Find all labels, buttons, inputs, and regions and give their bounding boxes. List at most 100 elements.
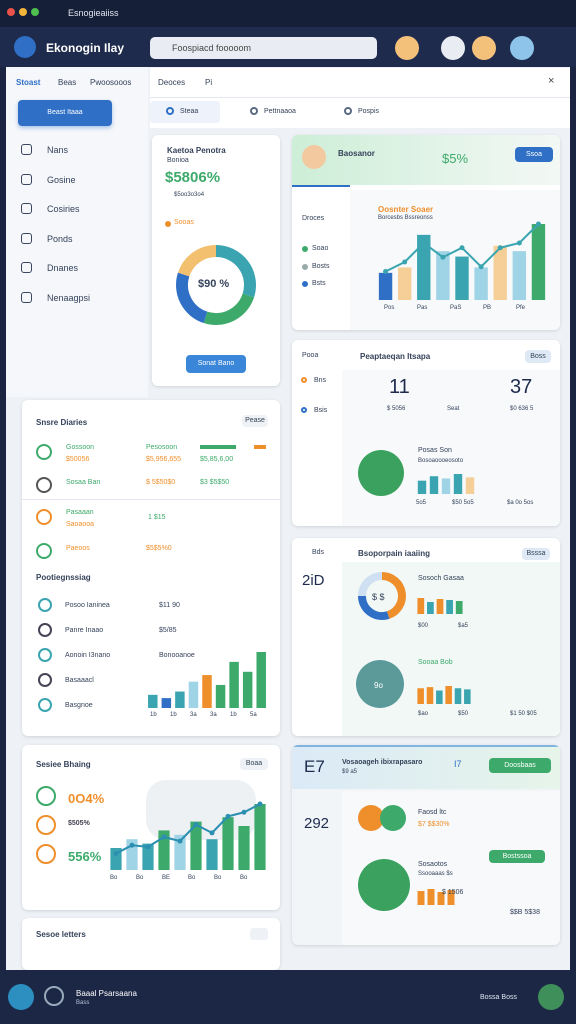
bar [417,598,425,614]
button[interactable]: Boss [525,350,551,363]
icon [166,107,174,115]
row-text: $5$5%0 [146,545,172,552]
button[interactable]: Doosbaas [489,758,551,773]
tab-selected [150,101,220,123]
bar-chart [417,889,455,905]
nav-item[interactable]: Gosine [47,174,76,185]
bar [426,687,434,704]
button[interactable]: Bostssoa [489,850,545,863]
nav-icon [21,291,32,303]
bar [417,688,424,704]
x-tick-label: 3a [190,712,197,718]
bar [110,848,122,870]
panel-tab[interactable]: Pi [205,78,213,87]
bar [436,690,443,704]
icon-label: 9o [374,681,383,690]
row-text: Pesosoon [146,444,178,451]
trend-point [241,809,247,815]
icon [36,815,56,835]
row-text: $ 5$50$0 [146,479,176,486]
x-tick-label: Bo [188,875,196,881]
legend-label: Bsts [312,280,326,287]
bar [378,272,393,300]
bar [474,267,488,300]
close-icon: × [548,75,555,87]
button[interactable]: Sonat Bano [186,355,246,373]
card-title: Vosaoageh ibixrapasaro [342,759,423,766]
underline [292,185,350,187]
footer-status[interactable]: Bossa Boss [480,994,517,1001]
trend-point [113,851,119,856]
sub-title: Sooaa Bob [418,659,453,666]
button[interactable]: Ssoa [515,147,553,162]
button[interactable]: Boaa [240,758,268,770]
donut-segment [177,245,217,277]
bar [455,256,469,300]
bar-chart [417,598,463,614]
x-tick-label: PaS [450,305,462,311]
icon [301,377,307,383]
nav-item[interactable]: Dnanes [47,263,79,273]
item-text: Basaaacl [65,677,94,684]
trend-point [145,844,151,850]
search-box[interactable]: Foospiacd fooooom [150,37,377,59]
item-text: $11 90 [159,602,180,609]
nav-item[interactable]: Nenaagpsi [47,292,91,303]
nav-icon [21,144,32,155]
sidebar-tab[interactable]: Stoast [16,78,41,87]
x-tick-label: Bo [136,875,144,881]
summary-card: Kaetoa Penotra Bonioa $5806% $5oo3o3o4 Sooas… [152,135,280,386]
stat-value: 37 [510,376,533,398]
bar [417,234,431,300]
divider [150,97,570,98]
header-avatar [395,36,419,60]
card-tag: I7 [454,759,462,769]
panel-subtab[interactable]: Steaa [180,108,199,115]
icon [38,598,52,612]
bar [254,804,266,870]
brand: Ekonogin Ilay [46,41,125,55]
trend-point [535,221,541,227]
window-title: Esnogieaiiss [68,8,119,18]
card-value: $5806% [165,169,221,186]
nav-item[interactable]: Cosiries [47,204,80,214]
legend-label: Bsis [314,407,328,414]
x-tick-label: 1b [230,712,237,718]
bar [447,890,455,905]
panel-subtab[interactable]: Pospis [358,108,380,115]
bar [202,675,212,708]
legend-label: Bns [314,377,327,384]
nav-item[interactable]: Nans [47,145,69,155]
sub-value: $7 $$30% [418,821,450,828]
button[interactable]: Bsssa [522,548,550,560]
sales-value: $505% [68,820,90,827]
growth-card: Baosanor $5% Ssoa Droces Soao Bosts Bsts Oosnte… [292,135,560,330]
panel-tab[interactable]: Deoces [158,78,186,87]
nav-icon [21,262,32,273]
footer [0,970,576,1024]
panel-subtab[interactable]: Pettnaaoa [264,108,296,115]
bar [148,694,158,708]
icon [36,509,52,525]
primary-button[interactable]: Beast Itaaa [18,100,112,126]
row-text: $50056 [66,456,90,463]
footer-subtitle: Bass [76,1000,90,1006]
button[interactable]: Pease [242,415,268,427]
bar-chart [110,801,266,870]
x-tick-label: Pas [417,305,428,311]
sub-title: Sosoch Gasaa [418,575,464,582]
item-text: Aonoin I3nano [65,652,111,659]
sales-value: 0O4% [68,791,105,806]
bar [454,688,462,704]
icon [36,543,52,559]
trend-point [193,822,199,828]
card-title: Bsoporpain iaaiing [358,549,431,558]
nav-item[interactable]: Ponds [47,233,73,244]
sidebar-tab[interactable]: Pwoosooos [90,78,132,87]
icon [36,786,56,806]
bar [256,652,266,708]
row-text: Gossoon [66,444,95,451]
sidebar-tab[interactable]: Beas [58,78,77,87]
donut-segment [358,595,390,620]
row-text: Pasaaan [66,509,94,516]
